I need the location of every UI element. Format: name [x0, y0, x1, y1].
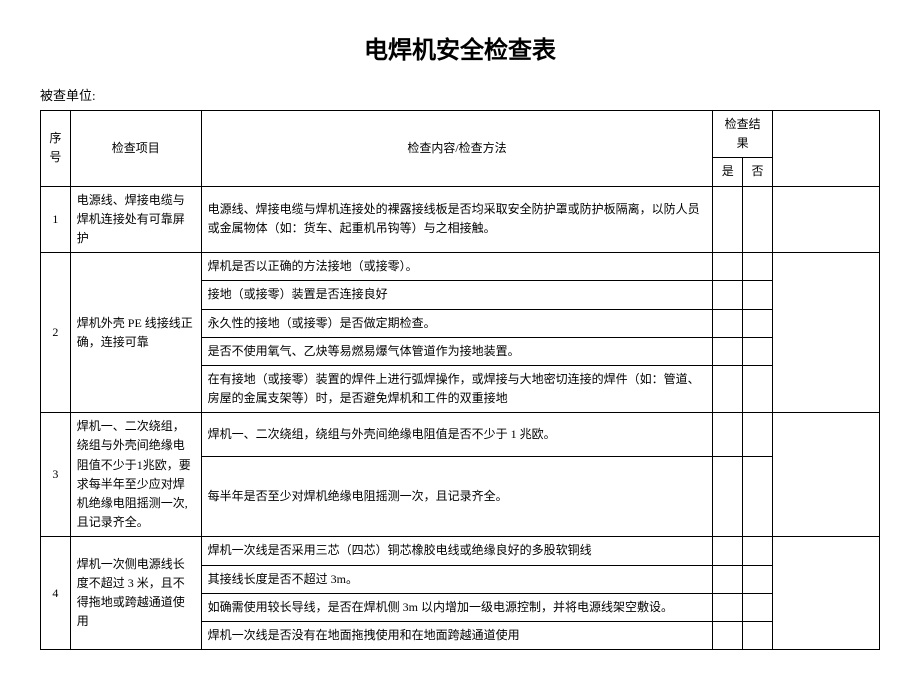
subtitle: 被查单位: [40, 85, 880, 104]
yes-cell [713, 621, 743, 649]
content-cell: 是否不使用氧气、乙炔等易燃易爆气体管道作为接地装置。 [201, 337, 713, 365]
content-cell: 永久性的接地（或接零）是否做定期检查。 [201, 309, 713, 337]
yes-cell [713, 457, 743, 537]
seq-cell: 4 [41, 537, 71, 650]
extra-cell [772, 537, 879, 650]
yes-cell [713, 413, 743, 457]
yes-cell [713, 565, 743, 593]
item-cell: 焊机一、二次绕组，绕组与外壳间绝缘电阻值不少于1兆欧，要求每半年至少应对焊机绝缘… [70, 413, 201, 537]
no-cell [743, 253, 773, 281]
header-extra [772, 111, 879, 187]
yes-cell [713, 253, 743, 281]
seq-cell: 1 [41, 186, 71, 253]
content-cell: 焊机一次线是否没有在地面拖拽使用和在地面跨越通道使用 [201, 621, 713, 649]
no-cell [743, 337, 773, 365]
content-cell: 在有接地（或接零）装置的焊件上进行弧焊操作，或焊接与大地密切连接的焊件（如：管道… [201, 365, 713, 412]
content-cell: 每半年是否至少对焊机绝缘电阻摇测一次，且记录齐全。 [201, 457, 713, 537]
page-title: 电焊机安全检查表 [40, 30, 880, 65]
yes-cell [713, 337, 743, 365]
content-cell: 其接线长度是否不超过 3m。 [201, 565, 713, 593]
yes-cell [713, 281, 743, 309]
extra-cell [772, 253, 879, 413]
item-cell: 焊机一次侧电源线长度不超过 3 米，且不得拖地或跨越通道使用 [70, 537, 201, 650]
extra-cell [772, 413, 879, 537]
no-cell [743, 621, 773, 649]
header-result: 检查结果 [713, 111, 773, 158]
header-content: 检查内容/检查方法 [201, 111, 713, 187]
table-row: 2 焊机外壳 PE 线接线正确，连接可靠 焊机是否以正确的方法接地（或接零）。 [41, 253, 880, 281]
no-cell [743, 186, 773, 253]
table-row: 3 焊机一、二次绕组，绕组与外壳间绝缘电阻值不少于1兆欧，要求每半年至少应对焊机… [41, 413, 880, 457]
header-seq: 序号 [41, 111, 71, 187]
yes-cell [713, 186, 743, 253]
seq-cell: 3 [41, 413, 71, 537]
content-cell: 焊机是否以正确的方法接地（或接零）。 [201, 253, 713, 281]
no-cell [743, 565, 773, 593]
yes-cell [713, 365, 743, 412]
no-cell [743, 413, 773, 457]
yes-cell [713, 593, 743, 621]
no-cell [743, 309, 773, 337]
content-cell: 电源线、焊接电缆与焊机连接处的裸露接线板是否均采取安全防护罩或防护板隔离，以防人… [201, 186, 713, 253]
item-cell: 电源线、焊接电缆与焊机连接处有可靠屏护 [70, 186, 201, 253]
header-row-1: 序号 检查项目 检查内容/检查方法 检查结果 [41, 111, 880, 158]
yes-cell [713, 537, 743, 565]
content-cell: 焊机一次线是否采用三芯（四芯）铜芯橡胶电线或绝缘良好的多股软铜线 [201, 537, 713, 565]
no-cell [743, 593, 773, 621]
header-item: 检查项目 [70, 111, 201, 187]
table-row: 1 电源线、焊接电缆与焊机连接处有可靠屏护 电源线、焊接电缆与焊机连接处的裸露接… [41, 186, 880, 253]
header-yes: 是 [713, 158, 743, 186]
table-row: 4 焊机一次侧电源线长度不超过 3 米，且不得拖地或跨越通道使用 焊机一次线是否… [41, 537, 880, 565]
item-cell: 焊机外壳 PE 线接线正确，连接可靠 [70, 253, 201, 413]
yes-cell [713, 309, 743, 337]
seq-cell: 2 [41, 253, 71, 413]
checklist-table: 序号 检查项目 检查内容/检查方法 检查结果 是 否 1 电源线、焊接电缆与焊机… [40, 110, 880, 650]
header-no: 否 [743, 158, 773, 186]
no-cell [743, 457, 773, 537]
content-cell: 焊机一、二次绕组，绕组与外壳间绝缘电阻值是否不少于 1 兆欧。 [201, 413, 713, 457]
extra-cell [772, 186, 879, 253]
content-cell: 接地（或接零）装置是否连接良好 [201, 281, 713, 309]
no-cell [743, 281, 773, 309]
no-cell [743, 537, 773, 565]
no-cell [743, 365, 773, 412]
content-cell: 如确需使用较长导线，是否在焊机侧 3m 以内增加一级电源控制，并将电源线架空敷设… [201, 593, 713, 621]
